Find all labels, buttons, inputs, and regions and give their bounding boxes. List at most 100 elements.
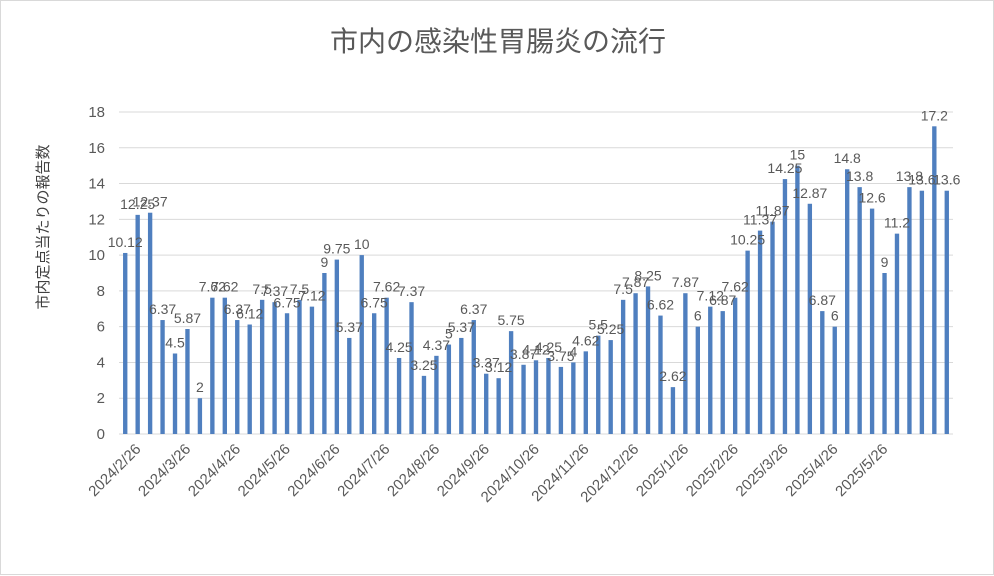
bar xyxy=(882,273,887,434)
x-tick-label: 2025/4/26 xyxy=(782,441,841,500)
bar xyxy=(533,360,539,434)
data-label: 7.62 xyxy=(722,279,749,295)
x-tick-label: 2025/5/26 xyxy=(832,441,891,500)
data-label: 10.12 xyxy=(108,234,143,250)
y-tick-label: 10 xyxy=(88,247,105,264)
x-tick-label: 2024/3/26 xyxy=(135,441,194,500)
data-label: 5.37 xyxy=(448,319,475,335)
x-tick-label: 2024/2/26 xyxy=(85,441,144,500)
data-label: 7.12 xyxy=(697,288,724,304)
data-label: 4.25 xyxy=(385,339,412,355)
bar xyxy=(571,362,576,434)
bar xyxy=(484,373,489,434)
data-label: 3.25 xyxy=(410,357,437,373)
data-label: 14.8 xyxy=(834,150,861,166)
data-label: 7.62 xyxy=(373,279,400,295)
data-label: 10 xyxy=(354,236,370,252)
bar xyxy=(496,378,501,434)
bar xyxy=(583,351,588,434)
bar xyxy=(596,335,601,434)
bar xyxy=(820,311,825,434)
bar xyxy=(932,126,937,435)
bar xyxy=(894,233,900,434)
bar xyxy=(757,230,763,434)
data-label: 6.87 xyxy=(809,292,836,308)
bar xyxy=(135,214,140,434)
bar xyxy=(919,190,925,434)
data-label: 17.2 xyxy=(921,107,948,123)
bar xyxy=(297,299,302,434)
y-tick-label: 8 xyxy=(97,283,105,300)
bar xyxy=(633,293,638,434)
bar xyxy=(123,252,128,434)
bar xyxy=(670,387,676,434)
bar xyxy=(160,320,165,434)
data-label: 12.25 xyxy=(120,196,155,212)
data-label: 4.37 xyxy=(423,337,450,353)
data-label: 6.87 xyxy=(709,292,736,308)
bar xyxy=(421,375,427,434)
data-label: 4.25 xyxy=(535,339,562,355)
bar xyxy=(745,250,750,434)
data-label: 7.87 xyxy=(672,274,699,290)
bar xyxy=(334,259,340,434)
bar xyxy=(384,297,389,434)
data-label: 12.87 xyxy=(792,185,827,201)
bar xyxy=(658,315,663,434)
data-label: 4 xyxy=(569,343,577,359)
data-label: 3.75 xyxy=(547,348,574,364)
bar xyxy=(832,326,837,434)
data-label: 7.5 xyxy=(290,281,310,297)
bar xyxy=(259,299,265,434)
y-tick-label: 4 xyxy=(97,354,105,371)
data-label: 7.62 xyxy=(211,279,238,295)
bar xyxy=(620,299,626,434)
data-label: 10.25 xyxy=(730,232,765,248)
bar xyxy=(807,203,813,434)
bar xyxy=(558,366,564,434)
data-label: 3.87 xyxy=(510,346,537,362)
x-tick-label: 2024/7/26 xyxy=(334,441,393,500)
data-label: 6.37 xyxy=(460,301,487,317)
x-tick-label: 2024/4/26 xyxy=(185,441,244,500)
bar xyxy=(546,357,551,434)
data-label: 7.12 xyxy=(298,288,325,304)
data-label: 2 xyxy=(196,379,204,395)
data-label: 8.25 xyxy=(634,267,661,283)
bar xyxy=(172,353,178,434)
data-label: 13.8 xyxy=(896,168,923,184)
data-label: 6.12 xyxy=(236,306,263,322)
data-label: 9 xyxy=(320,254,328,270)
bar xyxy=(708,306,713,434)
bar xyxy=(645,286,651,434)
bar xyxy=(235,320,240,434)
data-label: 13.6 xyxy=(908,172,935,188)
y-tick-label: 18 xyxy=(88,104,105,121)
bar xyxy=(359,255,364,434)
data-label: 6.62 xyxy=(647,297,674,313)
bar xyxy=(247,324,252,434)
bar xyxy=(396,357,402,434)
bar xyxy=(608,340,613,434)
bar xyxy=(434,355,439,434)
bar xyxy=(845,169,850,434)
data-label: 7.87 xyxy=(622,274,649,290)
bar xyxy=(222,297,227,434)
data-label: 5.87 xyxy=(174,310,201,326)
data-label: 6 xyxy=(831,308,839,324)
data-label: 9 xyxy=(881,254,889,270)
data-label: 6.75 xyxy=(361,294,388,310)
data-label: 4.62 xyxy=(572,332,599,348)
y-tick-label: 0 xyxy=(97,426,105,443)
x-tick-label: 2024/8/26 xyxy=(384,441,443,500)
bar xyxy=(720,311,725,434)
x-tick-label: 2024/5/26 xyxy=(235,441,294,500)
bar xyxy=(347,337,352,434)
bar xyxy=(944,190,949,434)
bar xyxy=(869,208,875,434)
data-labels: 10.1212.2512.376.374.55.8727.627.626.376… xyxy=(108,107,961,395)
y-tick-label: 2 xyxy=(97,390,105,407)
